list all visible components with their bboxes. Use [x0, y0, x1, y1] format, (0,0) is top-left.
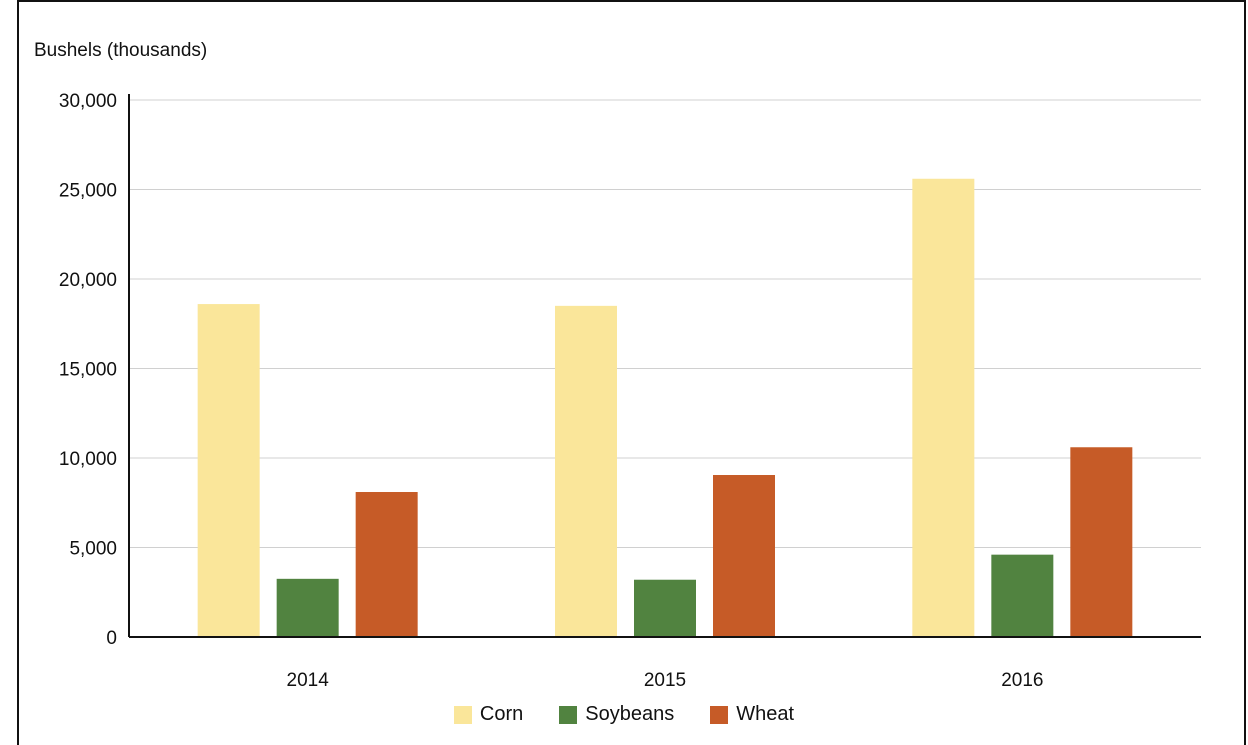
bar-corn-2015 [555, 305, 617, 637]
y-tick-label: 25,000 [59, 181, 117, 202]
chart-frame [17, 0, 1246, 745]
bar-soybeans-2016 [991, 554, 1054, 637]
bar-corn-2014 [197, 304, 260, 637]
bar-corn-2016 [912, 178, 975, 637]
y-tick-label: 15,000 [59, 360, 117, 381]
legend-label: Wheat [736, 703, 795, 725]
legend-swatch [710, 705, 729, 724]
y-tick-label: 30,000 [59, 91, 117, 112]
legend-item-corn: Corn [453, 703, 524, 726]
bar-wheat-2016 [1070, 447, 1133, 637]
legend-swatch [453, 705, 472, 724]
legend: Corn Soybeans Wheat [0, 703, 1248, 726]
bar-soybeans-2015 [634, 579, 696, 637]
y-tick-label: 0 [106, 628, 117, 649]
y-tick-label: 5,000 [69, 539, 117, 560]
legend-label: Soybeans [585, 703, 675, 725]
y-tick-label: 20,000 [59, 270, 117, 291]
x-tick-label: 2016 [1001, 670, 1043, 691]
legend-swatch [559, 705, 578, 724]
x-tick-label: 2015 [644, 670, 686, 691]
bar-soybeans-2014 [276, 578, 339, 637]
legend-label: Corn [479, 703, 524, 725]
x-tick-label: 2014 [287, 670, 330, 691]
y-axis-title: Bushels (thousands) [34, 40, 208, 61]
bar-wheat-2015 [713, 475, 775, 637]
y-tick-label: 10,000 [59, 449, 117, 470]
bar-wheat-2014 [355, 492, 418, 637]
legend-item-wheat: Wheat [710, 703, 794, 726]
legend-item-soybeans: Soybeans [559, 703, 674, 726]
